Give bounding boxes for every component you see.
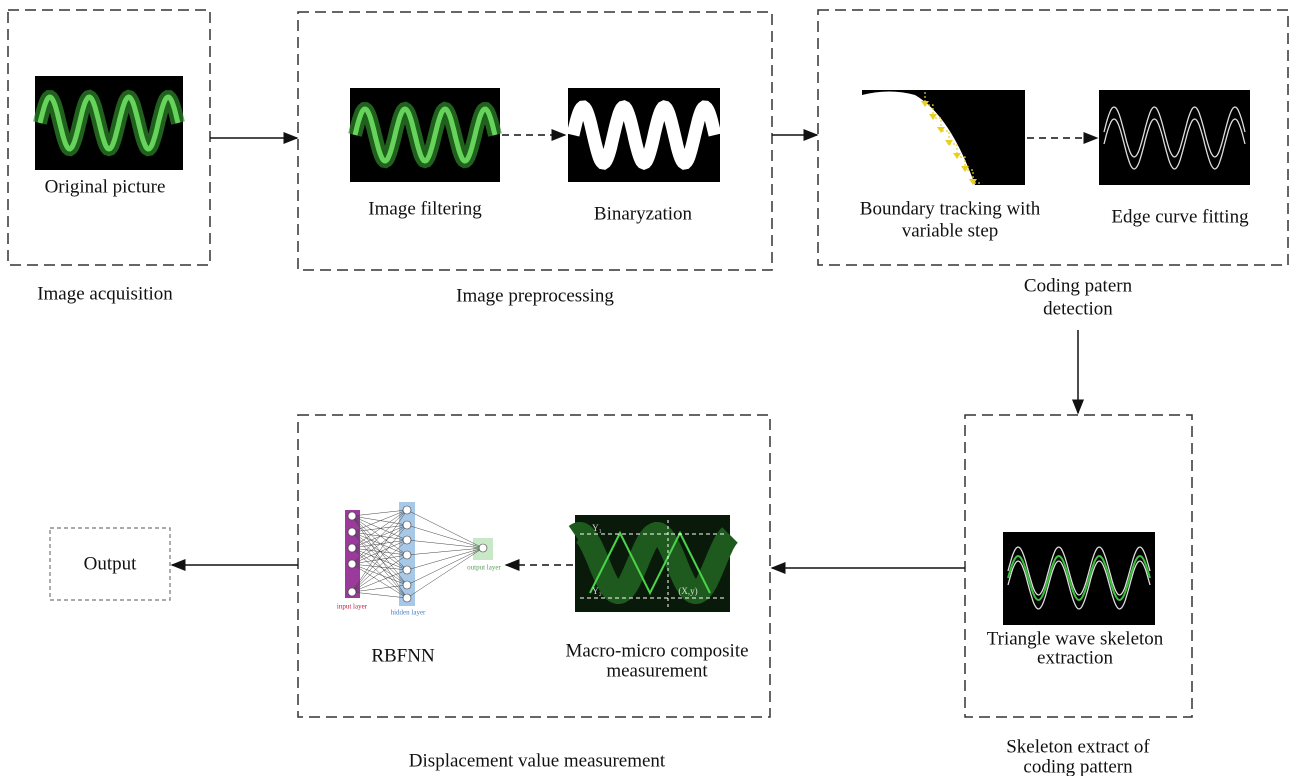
connection	[352, 540, 407, 592]
annotation: Y₁	[592, 523, 602, 533]
step-label: Image filtering	[368, 198, 482, 219]
step-label: Macro-micro composite	[565, 640, 748, 661]
connection	[407, 525, 483, 548]
neuron	[348, 560, 356, 568]
annotation: input layer	[337, 603, 368, 611]
illustrations	[40, 92, 1245, 610]
image	[1099, 90, 1250, 185]
output-label: Output	[84, 553, 138, 574]
annotation: hidden layer	[391, 609, 426, 617]
connection	[352, 510, 407, 564]
neuron	[403, 551, 411, 559]
connection	[407, 548, 483, 598]
neuron	[403, 536, 411, 544]
connection	[407, 510, 483, 548]
stage-label: Coding patern	[1024, 275, 1133, 296]
neuron	[348, 512, 356, 520]
neuron	[348, 544, 356, 552]
step-label: Boundary tracking with	[860, 198, 1041, 219]
connection	[352, 540, 407, 548]
neuron	[403, 521, 411, 529]
neuron	[403, 566, 411, 574]
annotation: (X,y)	[678, 586, 697, 596]
step-label: RBFNN	[371, 645, 435, 666]
step-label: Edge curve fitting	[1111, 206, 1249, 227]
connection	[352, 516, 407, 570]
neuron	[403, 594, 411, 602]
connection	[352, 516, 407, 525]
step-label: Triangle wave skeleton	[987, 628, 1164, 649]
neuron	[348, 588, 356, 596]
stage-label: Image acquisition	[37, 283, 173, 304]
step-label: extraction	[1037, 647, 1113, 668]
connection	[407, 540, 483, 548]
connection	[352, 532, 407, 540]
neuron	[403, 506, 411, 514]
annotation: output layer	[467, 564, 501, 572]
step-label: variable step	[902, 220, 999, 241]
stage-label: Skeleton extract of	[1006, 736, 1150, 757]
step-label: Binaryzation	[594, 203, 693, 224]
diagram: Original picture Image acquisition Image…	[0, 0, 1295, 776]
neuron	[479, 544, 487, 552]
stage-label: Image preprocessing	[456, 285, 614, 306]
stage-label: coding pattern	[1023, 756, 1133, 776]
neuron	[348, 528, 356, 536]
annotation: Y₂	[592, 586, 602, 596]
connection	[352, 555, 407, 564]
stage-label: detection	[1043, 298, 1113, 319]
connection	[352, 510, 407, 516]
connection	[352, 510, 407, 548]
step-label: measurement	[606, 660, 708, 681]
neuron	[403, 581, 411, 589]
connection	[352, 548, 407, 598]
step-label: Original picture	[45, 176, 166, 197]
stage-label: Displacement value measurement	[409, 750, 666, 771]
